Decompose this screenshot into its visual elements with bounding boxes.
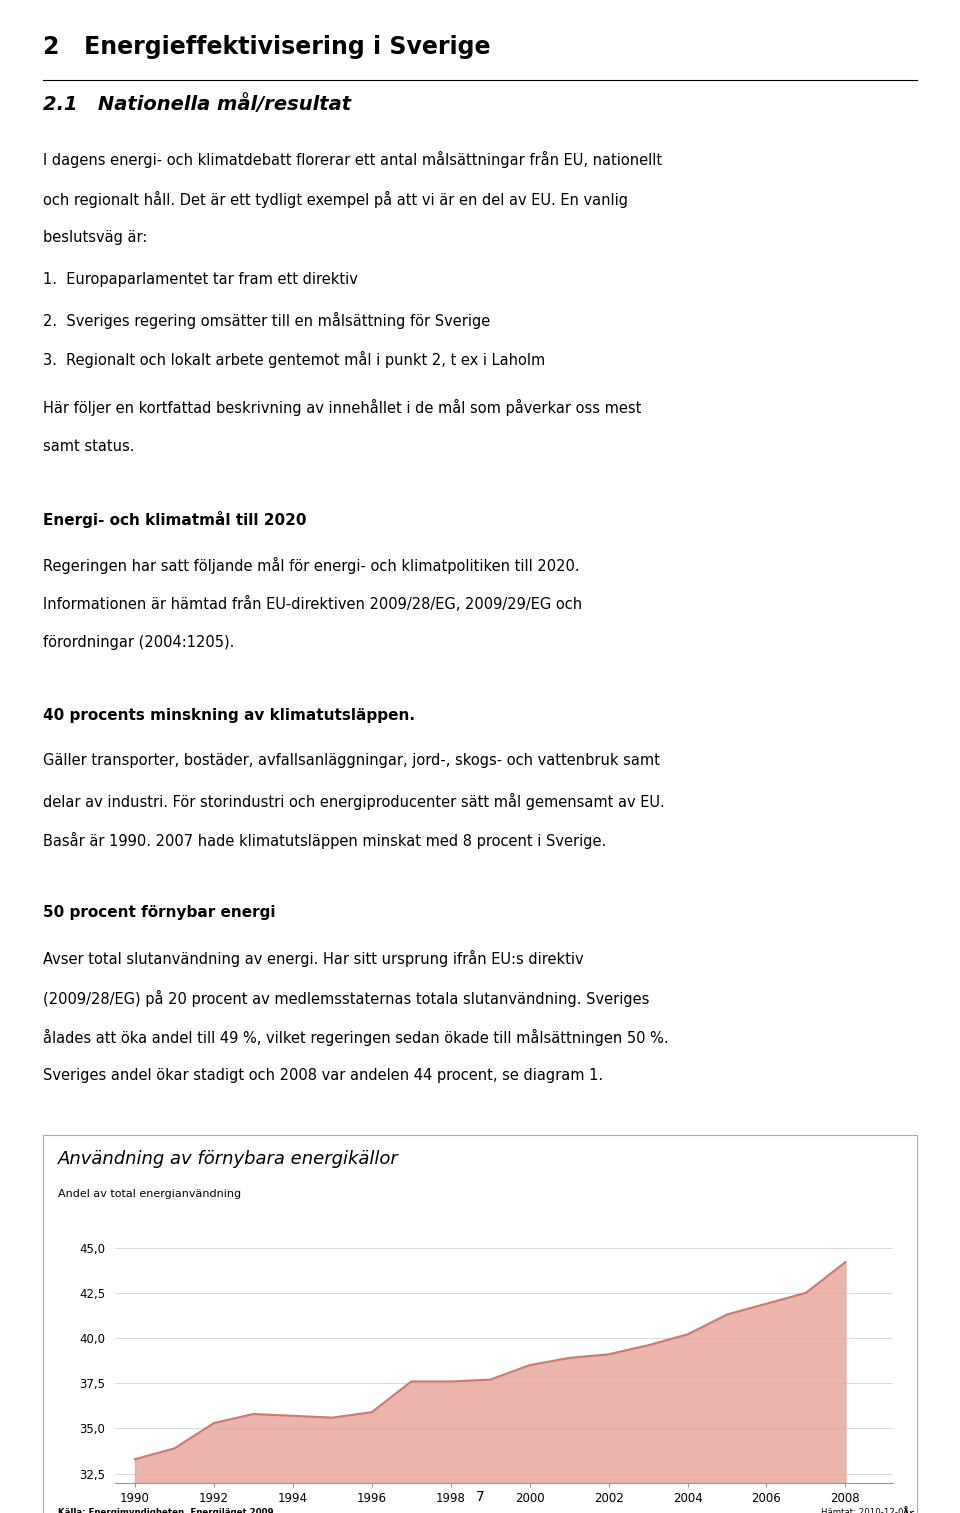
Text: och regionalt håll. Det är ett tydligt exempel på att vi är en del av EU. En van: och regionalt håll. Det är ett tydligt e… <box>43 191 628 207</box>
Text: Användning av förnybara energikällor: Användning av förnybara energikällor <box>58 1150 398 1168</box>
Text: Energi- och klimatmål till 2020: Energi- och klimatmål till 2020 <box>43 511 306 528</box>
Text: Källa: Energimyndigheten, Energiläget 2009: Källa: Energimyndigheten, Energiläget 20… <box>58 1508 273 1513</box>
Text: förordningar (2004:1205).: förordningar (2004:1205). <box>43 635 234 651</box>
Text: 3.  Regionalt och lokalt arbete gentemot mål i punkt 2, t ex i Laholm: 3. Regionalt och lokalt arbete gentemot … <box>43 351 545 368</box>
Text: Informationen är hämtad från EU-direktiven 2009/28/EG, 2009/29/EG och: Informationen är hämtad från EU-direktiv… <box>43 596 583 613</box>
Text: 2.  Sveriges regering omsätter till en målsättning för Sverige: 2. Sveriges regering omsätter till en må… <box>43 312 491 328</box>
Text: Sveriges andel ökar stadigt och 2008 var andelen 44 procent, se diagram 1.: Sveriges andel ökar stadigt och 2008 var… <box>43 1068 603 1083</box>
Bar <box>43 1135 917 1513</box>
Text: 1.  Europaparlamentet tar fram ett direktiv: 1. Europaparlamentet tar fram ett direkt… <box>43 272 358 287</box>
Text: 2   Energieffektivisering i Sverige: 2 Energieffektivisering i Sverige <box>43 35 491 59</box>
Text: Andel av total energianvändning: Andel av total energianvändning <box>58 1189 241 1200</box>
Text: Avser total slutanvändning av energi. Har sitt ursprung ifrån EU:s direktiv: Avser total slutanvändning av energi. Ha… <box>43 950 584 967</box>
Text: delar av industri. För storindustri och energiproducenter sätt mål gemensamt av : delar av industri. För storindustri och … <box>43 793 665 809</box>
Text: samt status.: samt status. <box>43 439 134 454</box>
Text: (2009/28/EG) på 20 procent av medlemsstaternas totala slutanvändning. Sveriges: (2009/28/EG) på 20 procent av medlemssta… <box>43 990 650 1006</box>
Text: 50 procent förnybar energi: 50 procent förnybar energi <box>43 905 276 920</box>
Text: År: År <box>902 1508 915 1513</box>
Text: 2.1   Nationella mål/resultat: 2.1 Nationella mål/resultat <box>43 94 351 113</box>
Text: Här följer en kortfattad beskrivning av innehållet i de mål som påverkar oss mes: Här följer en kortfattad beskrivning av … <box>43 399 641 416</box>
Text: Hämtat: 2010-12-01: Hämtat: 2010-12-01 <box>821 1508 909 1513</box>
Text: 40 procents minskning av klimatutsläppen.: 40 procents minskning av klimatutsläppen… <box>43 708 415 723</box>
Text: beslutsväg är:: beslutsväg är: <box>43 230 148 245</box>
Text: I dagens energi- och klimatdebatt florerar ett antal målsättningar från EU, nati: I dagens energi- och klimatdebatt florer… <box>43 151 662 168</box>
Text: ålades att öka andel till 49 %, vilket regeringen sedan ökade till målsättningen: ålades att öka andel till 49 %, vilket r… <box>43 1029 669 1045</box>
Text: Regeringen har satt följande mål för energi- och klimatpolitiken till 2020.: Regeringen har satt följande mål för ene… <box>43 557 580 573</box>
Text: 7: 7 <box>475 1490 485 1504</box>
Text: Basår är 1990. 2007 hade klimatutsläppen minskat med 8 procent i Sverige.: Basår är 1990. 2007 hade klimatutsläppen… <box>43 832 607 849</box>
Text: Gäller transporter, bostäder, avfallsanläggningar, jord-, skogs- och vattenbruk : Gäller transporter, bostäder, avfallsanl… <box>43 753 660 769</box>
